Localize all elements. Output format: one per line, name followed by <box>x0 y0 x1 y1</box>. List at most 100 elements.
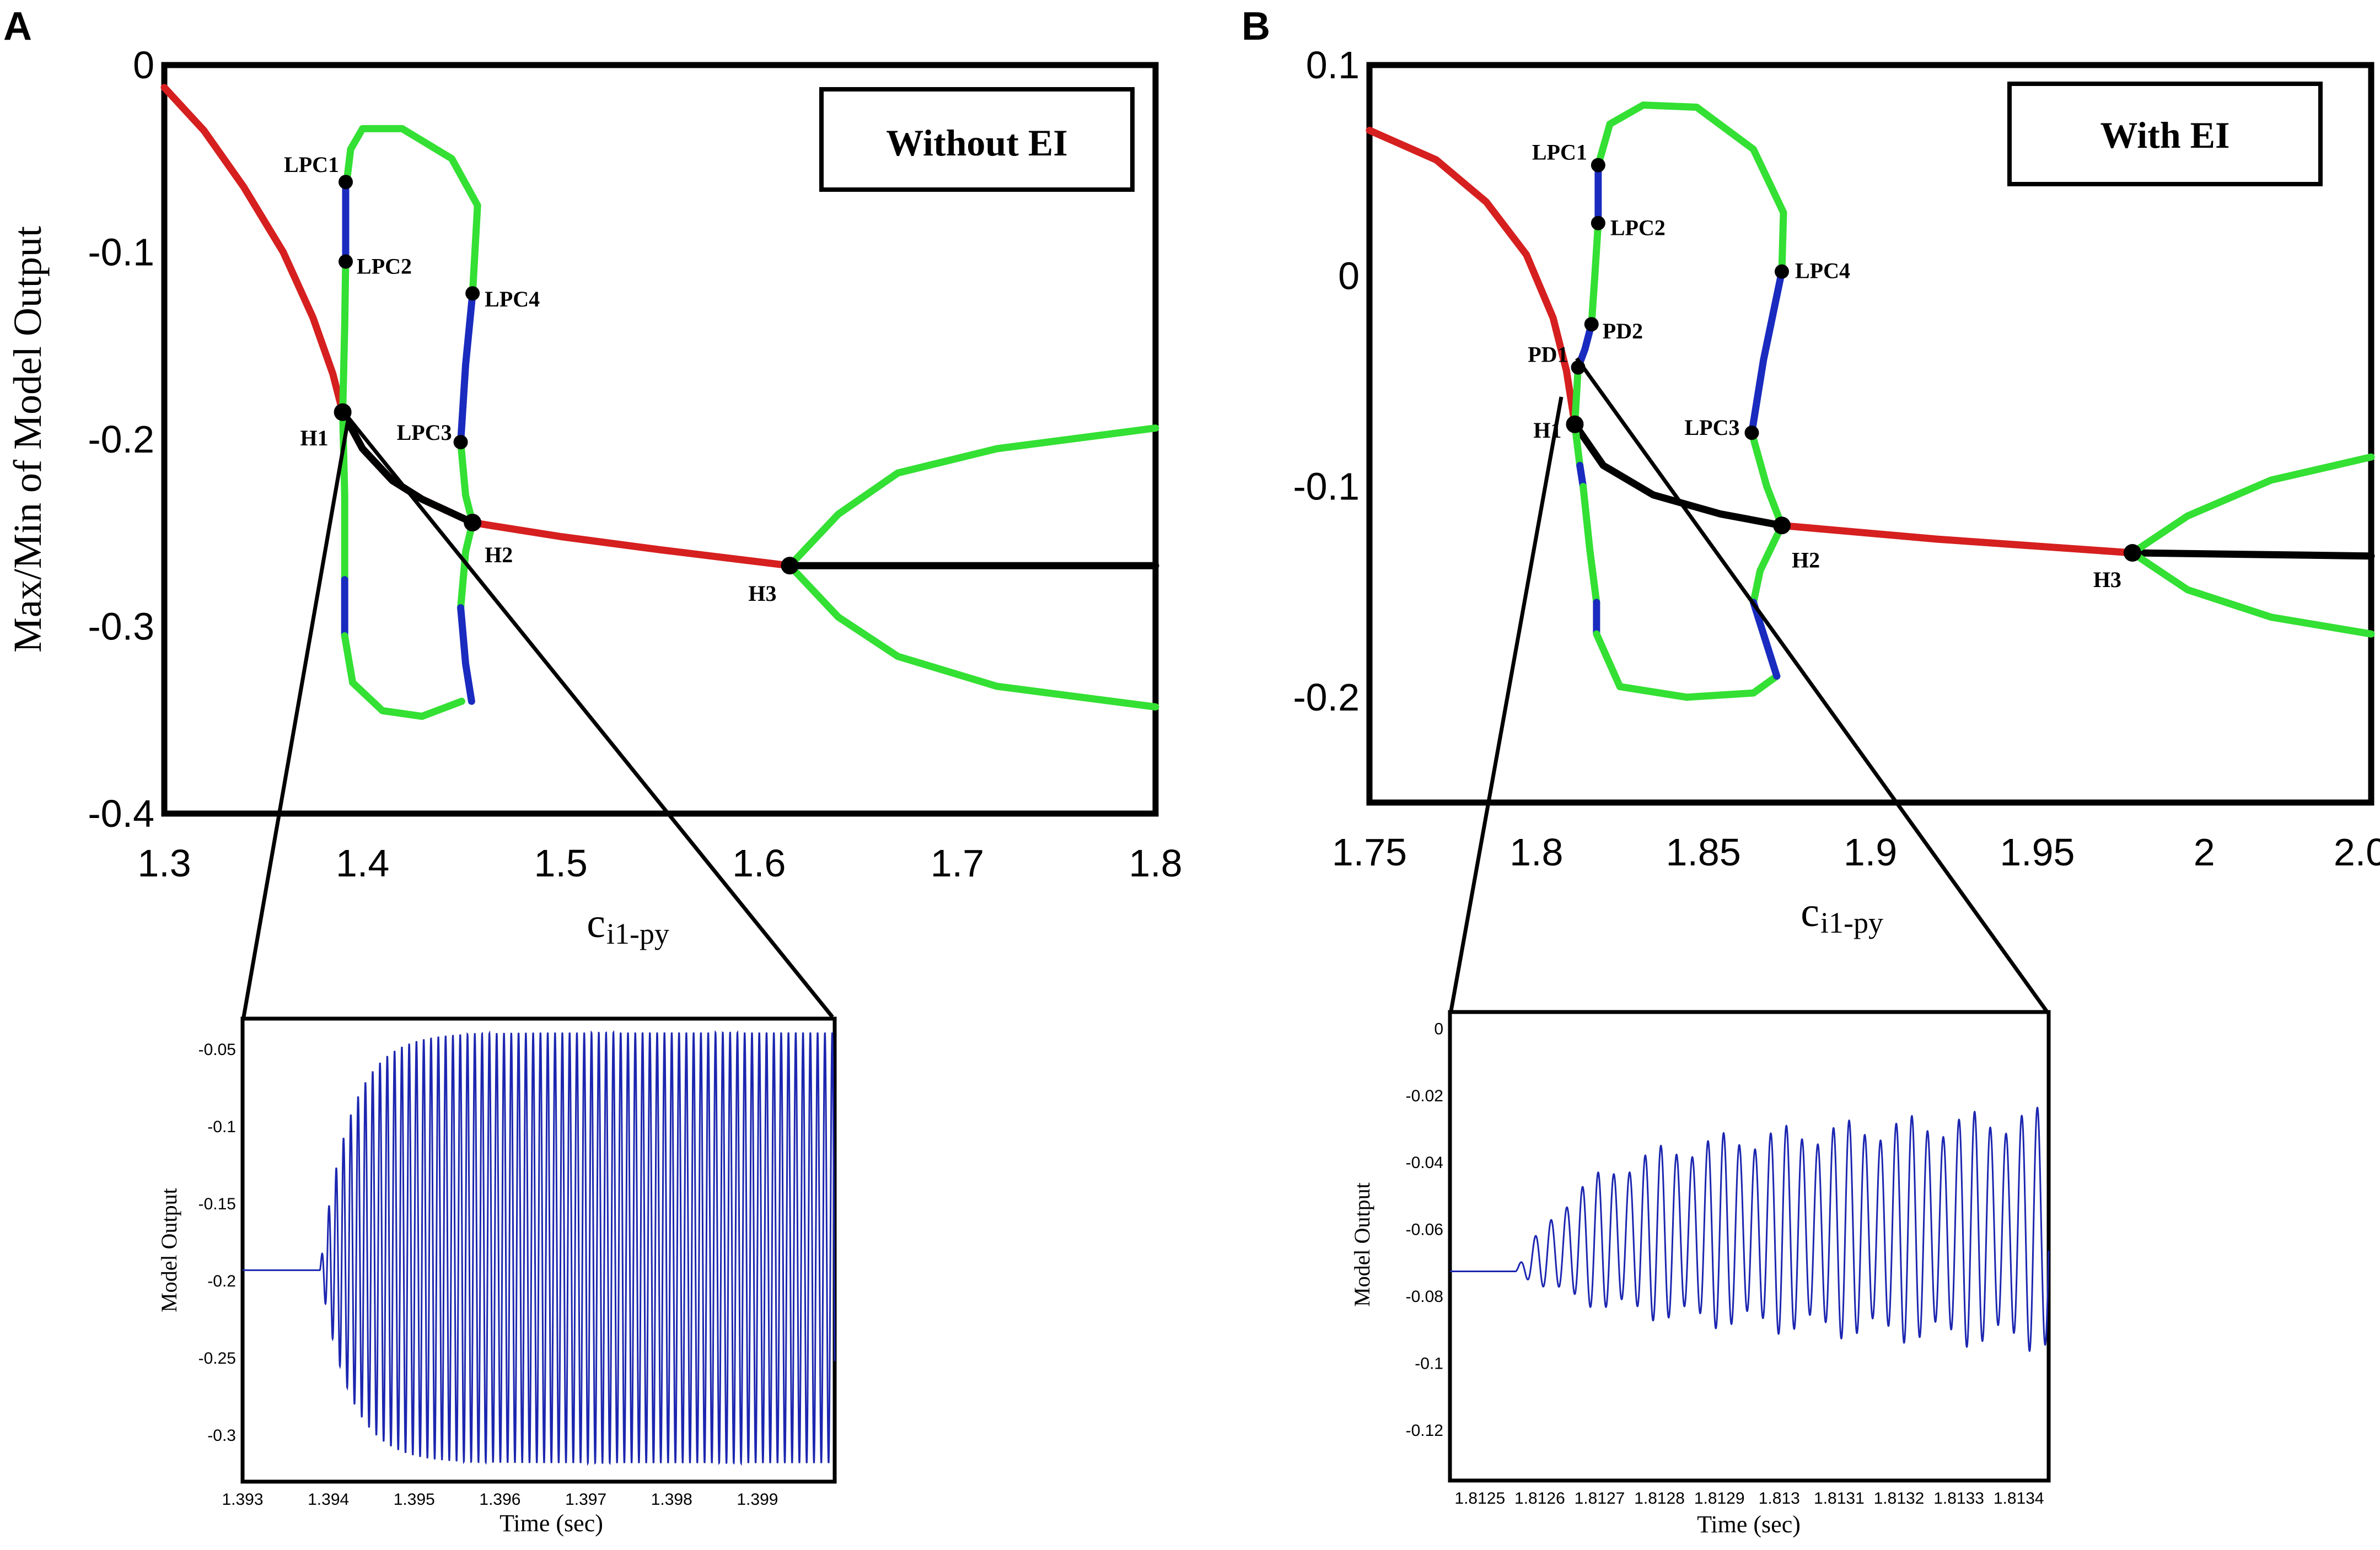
panel-b-legend-box <box>2007 82 2323 186</box>
inset-y-tick-label: -0.15 <box>198 1195 236 1213</box>
inset-y-tick-label: 0 <box>1434 1020 1443 1038</box>
x-tick-label: 1.95 <box>2000 831 2075 874</box>
point-lpc4 <box>1774 264 1789 279</box>
point-h1 <box>334 403 352 421</box>
panel-a-inset-x-ticks: 1.393 1.394 1.395 1.396 1.397 1.398 1.399 <box>222 1490 778 1509</box>
inset-x-tick-label: 1.397 <box>565 1490 606 1509</box>
inset-y-tick-label: -0.04 <box>1406 1154 1443 1172</box>
y-tick-label: 0 <box>1338 254 1360 297</box>
point-label-pd2: PD2 <box>1603 319 1643 343</box>
x-tick-label: 1.75 <box>1332 831 1407 874</box>
x-tick-label: 1.85 <box>1666 831 1741 874</box>
panel-b-x-label-sub: i1-py <box>1820 906 1883 939</box>
panel-a-inset-y-ticks: -0.05 -0.1 -0.15 -0.2 -0.25 -0.3 <box>198 1041 236 1445</box>
panel-a-x-label: c <box>587 900 605 946</box>
panel-a-inset-y-label: Model Output <box>157 1188 181 1312</box>
point-label-h3: H3 <box>748 581 776 606</box>
y-tick-label: -0.2 <box>88 418 154 461</box>
point-label-lpc3: LPC3 <box>397 420 452 445</box>
b-branch-green-12 <box>1579 483 1600 606</box>
panel-a-x-label-sub: i1-py <box>606 917 669 950</box>
point-label-lpc1: LPC1 <box>284 152 339 177</box>
y-tick-label: -0.1 <box>1293 465 1360 508</box>
inset-x-tick-label: 1.393 <box>222 1490 263 1509</box>
y-tick-label: 0 <box>133 44 154 87</box>
panel-a-curves <box>160 84 1159 720</box>
panel-b-inset-y-label: Model Output <box>1350 1182 1374 1307</box>
inset-x-tick-label: 1.8125 <box>1454 1489 1505 1508</box>
x-tick-label: 1.5 <box>534 842 588 885</box>
x-tick-label: 2 <box>2194 831 2215 874</box>
point-label-h2: H2 <box>1792 547 1820 572</box>
a-branch-red-3 <box>469 519 793 569</box>
panel-b-inset-trace <box>1450 1106 2050 1353</box>
panel-a-frame <box>161 62 1159 817</box>
y-tick-label: -0.3 <box>88 605 154 648</box>
x-tick-label: 1.4 <box>336 842 389 885</box>
b-branch-green-14 <box>1593 630 1781 701</box>
point-label-pd1: PD1 <box>1528 342 1568 367</box>
a-branch-green-5 <box>786 424 1159 569</box>
panel-a-legend-box <box>819 87 1135 192</box>
inset-x-tick-label: 1.398 <box>651 1490 692 1509</box>
b-branch-red-0 <box>1366 127 1578 428</box>
point-lpc3 <box>453 435 468 450</box>
b-branch-green-6 <box>1594 101 1787 276</box>
point-h1 <box>1566 415 1584 433</box>
panel-b-box-label: With EI <box>2100 114 2230 156</box>
a-branch-green-7 <box>343 125 481 297</box>
x-tick-label: 1.3 <box>137 842 191 885</box>
inset-x-tick-label: 1.8127 <box>1575 1489 1625 1508</box>
a-branch-red-0 <box>160 84 347 416</box>
point-pd2 <box>1584 317 1599 332</box>
inset-x-tick-label: 1.395 <box>394 1490 435 1509</box>
panel-a-letter: A <box>3 4 32 49</box>
point-h3 <box>781 557 799 575</box>
y-tick-label: -0.2 <box>1293 676 1360 719</box>
b-branch-blue-15 <box>1748 268 1786 437</box>
panel-b-inset-y-ticks: 0 -0.02 -0.04 -0.06 -0.08 -0.1 -0.12 <box>1406 1020 1443 1440</box>
a-branch-blue-14 <box>457 604 475 705</box>
panel-a-inset-x-label: Time (sec) <box>499 1510 603 1537</box>
b-branch-black-3 <box>2129 549 2375 560</box>
inset-x-tick-label: 1.813 <box>1759 1489 1800 1508</box>
inset-x-tick-label: 1.8132 <box>1874 1489 1925 1508</box>
panel-b-letter: B <box>1242 4 1270 49</box>
panel-b-inset-frame <box>1448 1010 2051 1483</box>
inset-y-tick-label: -0.1 <box>207 1118 236 1136</box>
x-tick-label: 1.8 <box>1509 831 1563 874</box>
panel-b-x-label: c <box>1801 889 1819 935</box>
point-label-lpc1: LPC1 <box>1532 140 1587 165</box>
panel-a-y-label: Max/Min of Model Output <box>6 226 50 653</box>
inset-x-tick-label: 1.8133 <box>1933 1489 1984 1508</box>
x-tick-label: 1.7 <box>931 842 984 885</box>
point-h2 <box>464 514 482 532</box>
panel-a-zoom-line-right <box>347 416 834 1019</box>
inset-x-tick-label: 1.8134 <box>1994 1489 2044 1508</box>
x-tick-label: 2.05 <box>2334 831 2380 874</box>
point-lpc1 <box>1591 158 1605 173</box>
inset-x-tick-label: 1.8126 <box>1514 1489 1565 1508</box>
point-label-h3: H3 <box>2093 567 2121 592</box>
inset-x-tick-label: 1.8129 <box>1694 1489 1745 1508</box>
y-tick-label: -0.1 <box>88 231 154 274</box>
panel-b-y-ticks: 0.1 0 -0.1 -0.2 <box>1293 44 1360 719</box>
panel-a-zoom-line-left <box>241 417 351 1018</box>
point-h3 <box>2123 543 2141 562</box>
inset-y-tick-label: -0.08 <box>1406 1288 1443 1306</box>
point-lpc2 <box>339 254 353 269</box>
point-label-lpc2: LPC2 <box>1610 216 1666 240</box>
point-lpc1 <box>339 175 353 190</box>
point-label-h1: H1 <box>300 426 329 450</box>
point-label-lpc2: LPC2 <box>357 254 412 278</box>
inset-y-tick-label: -0.1 <box>1415 1355 1443 1373</box>
panel-a-y-ticks: 0 -0.1 -0.2 -0.3 -0.4 <box>88 44 154 835</box>
b-branch-green-4 <box>2129 453 2375 557</box>
panel-b-x-ticks: 1.75 1.8 1.85 1.9 1.95 2 2.05 <box>1332 831 2380 874</box>
panel-a-points: LPC1 LPC2 LPC4 LPC3 H1 H2 H3 <box>284 152 799 606</box>
inset-x-tick-label: 1.8131 <box>1814 1489 1865 1508</box>
panel-b-zoom-line-right <box>1575 357 2048 1013</box>
